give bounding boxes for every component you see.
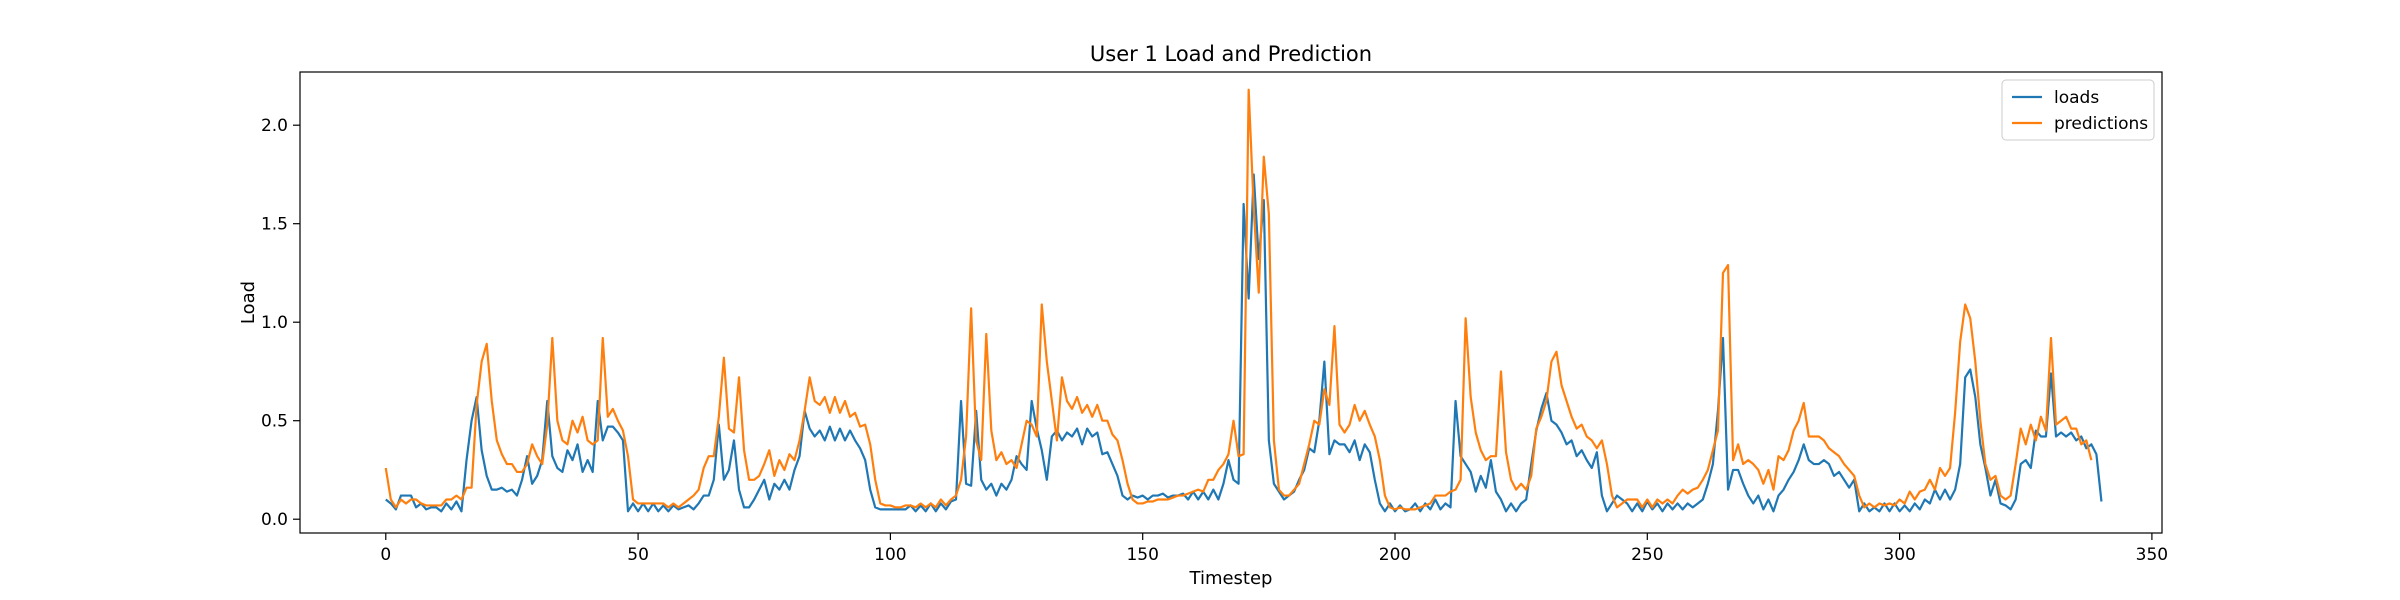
x-tick-label: 150 (1126, 545, 1158, 565)
y-tick-label: 1.5 (261, 215, 288, 235)
x-axis-label: Timestep (1189, 568, 1273, 589)
y-tick-label: 1.0 (261, 313, 288, 333)
legend: loads predictions (2001, 79, 2155, 141)
x-tick-label: 350 (2136, 545, 2168, 565)
plot-frame (299, 71, 2163, 534)
x-tick-label: 300 (1883, 545, 1915, 565)
legend-box (2001, 79, 2155, 141)
y-axis: 0.0 0.5 1.0 1.5 2.0 (261, 116, 300, 530)
y-tick-label: 0.5 (261, 412, 288, 432)
x-tick-label: 100 (874, 545, 906, 565)
series-line-loads (385, 173, 2103, 513)
y-axis-label: Load (238, 281, 259, 324)
plot-series (384, 88, 2103, 513)
x-tick-label: 0 (380, 545, 391, 565)
x-tick-label: 200 (1379, 545, 1411, 565)
x-axis: 0 50 100 150 200 250 300 350 (380, 533, 2168, 565)
x-tick-label: 50 (627, 545, 649, 565)
x-tick-label: 250 (1631, 545, 1663, 565)
y-tick-label: 2.0 (261, 116, 288, 136)
legend-label-predictions: predictions (2054, 114, 2148, 134)
y-tick-label: 0.0 (261, 510, 288, 530)
chart-title: User 1 Load and Prediction (1090, 42, 1372, 66)
series-line-predictions (384, 88, 2093, 511)
legend-label-loads: loads (2054, 88, 2099, 108)
